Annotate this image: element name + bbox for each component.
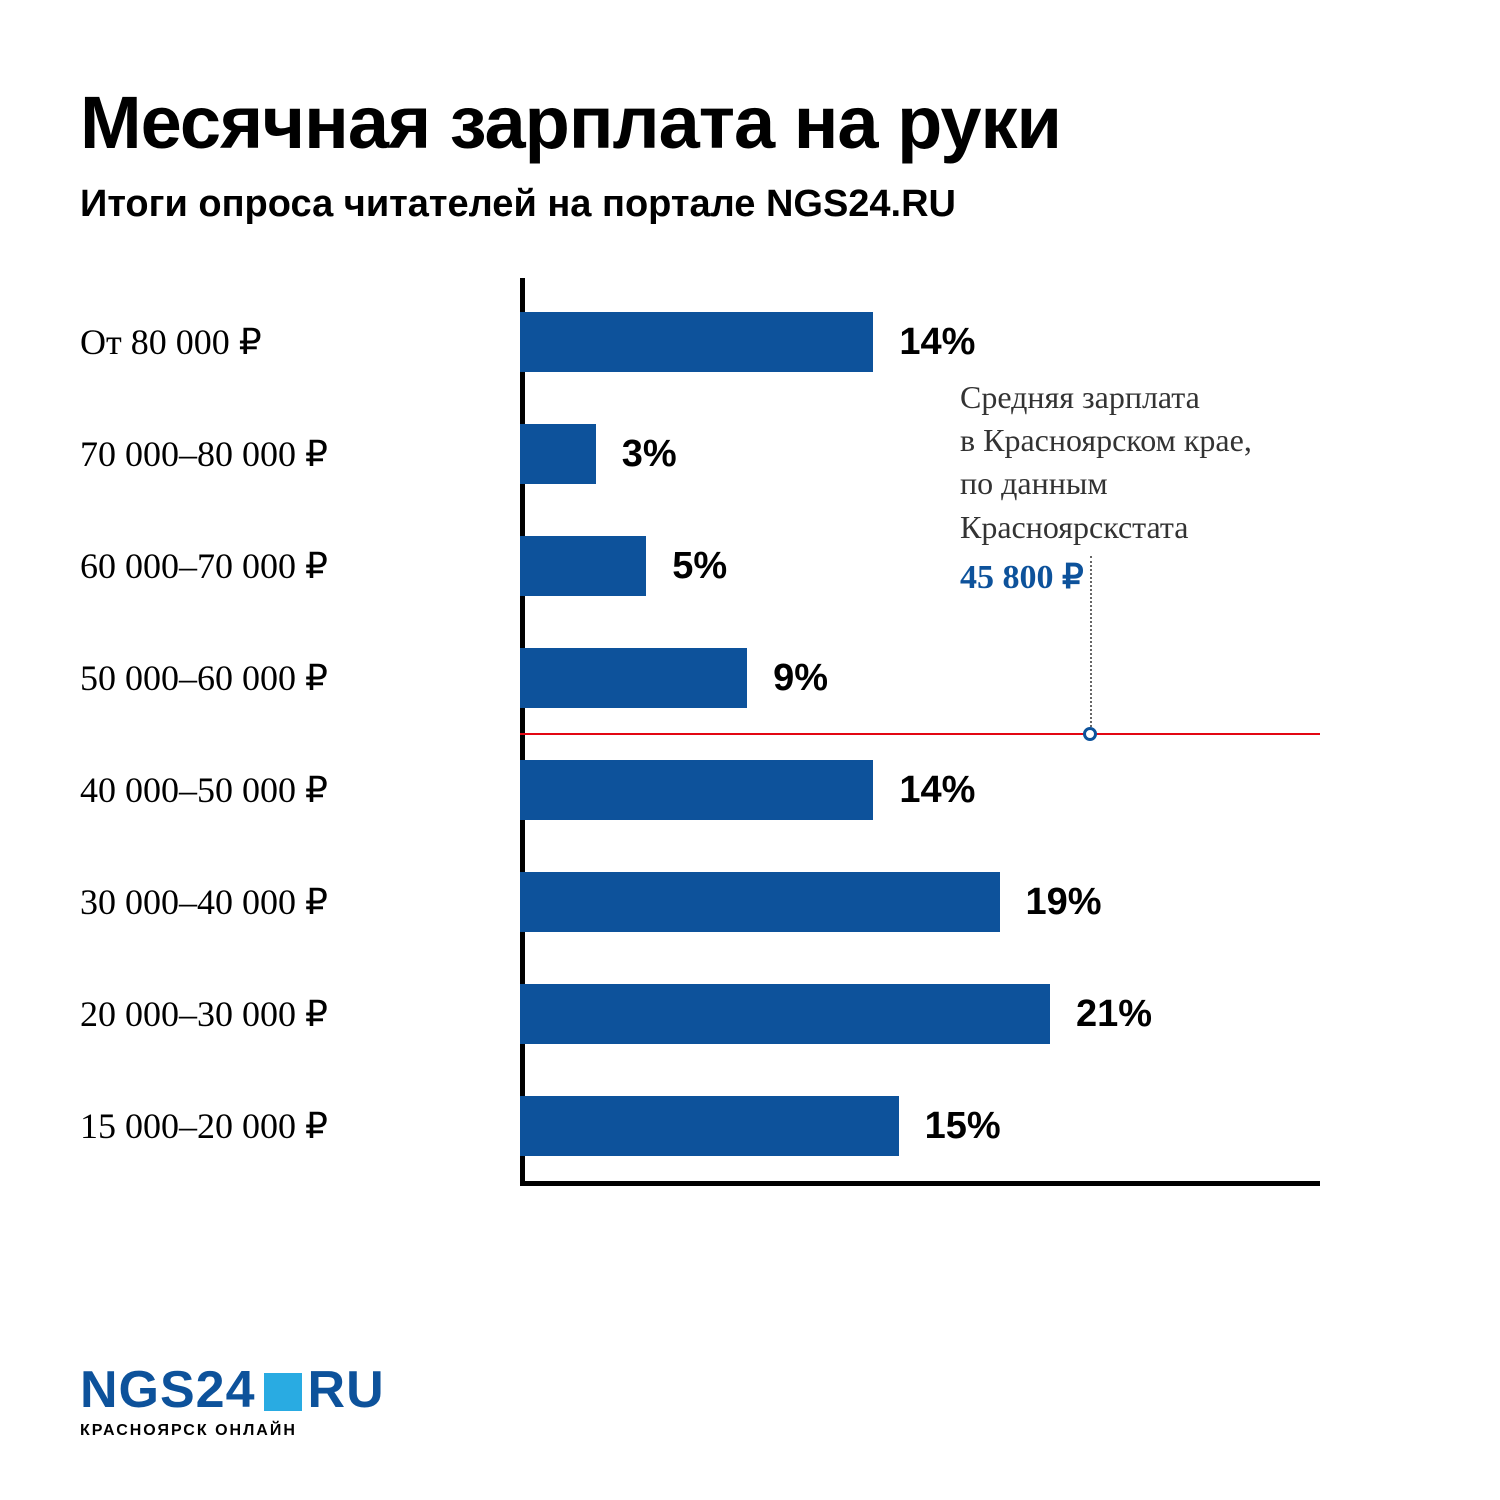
category-label: 50 000–60 000 ₽ [80, 657, 328, 699]
category-label: 15 000–20 000 ₽ [80, 1105, 328, 1147]
footer-logo-block: NGS24 RU КРАСНОЯРСК ОНЛАЙН [80, 1360, 385, 1440]
logo-square-icon [264, 1373, 302, 1411]
category-label-row: 50 000–60 000 ₽ [80, 622, 480, 734]
annotation-value: 45 800 ₽ [960, 555, 1320, 601]
reference-dot-icon [1083, 727, 1097, 741]
bars-column: 14% 3% 5% 9% 14% 19% 21% 15% Средняя зарплатав К… [520, 286, 1320, 1186]
bar [520, 984, 1050, 1044]
category-label: 70 000–80 000 ₽ [80, 433, 328, 475]
bar [520, 424, 596, 484]
chart-area: От 80 000 ₽ 70 000–80 000 ₽ 60 000–70 000 … [80, 286, 1430, 1186]
page-title: Месячная зарплата на руки [80, 80, 1430, 165]
reference-line [520, 733, 1320, 735]
bar-value-label: 19% [1026, 881, 1102, 924]
bar [520, 648, 747, 708]
annotation-line: в Красноярском крае, [960, 419, 1320, 462]
bar-row: 19% [520, 846, 1320, 958]
bar-row: 15% [520, 1070, 1320, 1182]
category-label-row: От 80 000 ₽ [80, 286, 480, 398]
infographic-page: Месячная зарплата на руки Итоги опроса ч… [0, 0, 1500, 1500]
bar-value-label: 5% [672, 545, 727, 588]
logo-suffix: RU [308, 1360, 385, 1420]
logo-prefix: NGS24 [80, 1360, 256, 1420]
logo-subline: КРАСНОЯРСК ОНЛАЙН [80, 1422, 385, 1440]
bar-value-label: 14% [899, 321, 975, 364]
annotation-line: Средняя зарплата [960, 376, 1320, 419]
category-labels-column: От 80 000 ₽ 70 000–80 000 ₽ 60 000–70 000 … [80, 286, 480, 1186]
page-subtitle: Итоги опроса читателей на портале NGS24.… [80, 183, 1430, 226]
bar [520, 872, 1000, 932]
category-label: 30 000–40 000 ₽ [80, 881, 328, 923]
category-label: 60 000–70 000 ₽ [80, 545, 328, 587]
bar [520, 312, 873, 372]
category-label-row: 30 000–40 000 ₽ [80, 846, 480, 958]
bar [520, 536, 646, 596]
annotation-line: по данным [960, 462, 1320, 505]
bar-row: 14% [520, 734, 1320, 846]
category-label-row: 40 000–50 000 ₽ [80, 734, 480, 846]
reference-annotation: Средняя зарплатав Красноярском крае,по д… [960, 376, 1320, 601]
bar-value-label: 14% [899, 769, 975, 812]
bar-value-label: 9% [773, 657, 828, 700]
bar-value-label: 15% [925, 1105, 1001, 1148]
bar-row: 21% [520, 958, 1320, 1070]
category-label-row: 60 000–70 000 ₽ [80, 510, 480, 622]
bar-row: 9% [520, 622, 1320, 734]
category-label-row: 20 000–30 000 ₽ [80, 958, 480, 1070]
bar-value-label: 3% [622, 433, 677, 476]
category-label-row: 15 000–20 000 ₽ [80, 1070, 480, 1182]
category-label-row: 70 000–80 000 ₽ [80, 398, 480, 510]
category-label: 20 000–30 000 ₽ [80, 993, 328, 1035]
logo: NGS24 RU [80, 1360, 385, 1420]
bar [520, 760, 873, 820]
category-label: 40 000–50 000 ₽ [80, 769, 328, 811]
bar [520, 1096, 899, 1156]
category-label: От 80 000 ₽ [80, 321, 262, 363]
annotation-line: Красноярскстата [960, 506, 1320, 549]
bar-value-label: 21% [1076, 993, 1152, 1036]
